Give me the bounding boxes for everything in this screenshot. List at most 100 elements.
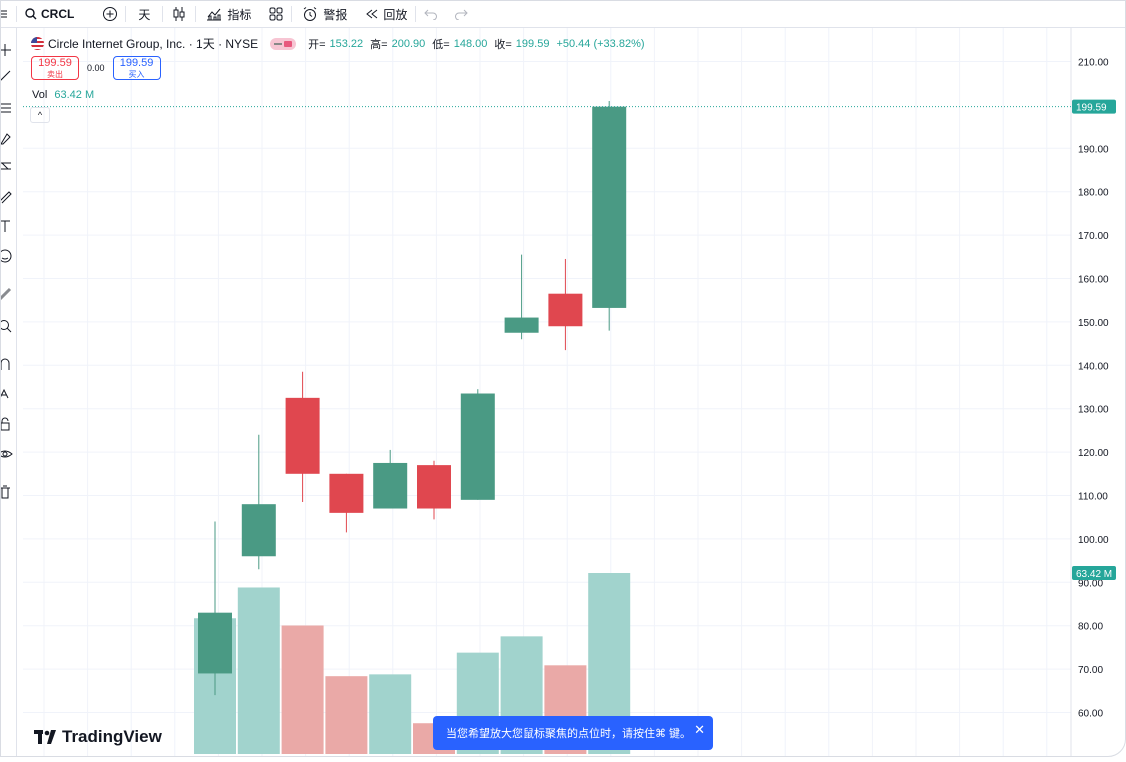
low-label: 低=: [432, 38, 450, 51]
indicators-button[interactable]: 指标: [196, 1, 261, 27]
y-tick-label: 160.00: [1078, 275, 1109, 286]
trade-buttons: 199.59 卖出 0.00 199.59 买入: [31, 56, 161, 80]
replay-label: 回放: [383, 7, 408, 22]
volume-bar: [281, 625, 324, 754]
open-value: 153.22: [329, 37, 364, 50]
divider: [125, 6, 127, 22]
candle-body: [504, 317, 539, 333]
last-price-tag: 199.59: [1076, 103, 1107, 114]
y-tick-label: 150.00: [1078, 318, 1109, 329]
volume-label: Vol: [32, 89, 48, 101]
chart-type-button[interactable]: [163, 1, 195, 27]
trash-icon[interactable]: [1, 484, 13, 500]
compare-symbol-button[interactable]: [95, 1, 125, 27]
text-tool-icon[interactable]: [1, 218, 13, 234]
lock-icon[interactable]: [1, 416, 13, 432]
spread-value: 0.00: [87, 63, 105, 73]
alert-label: 警报: [323, 7, 348, 22]
emoji-icon[interactable]: [1, 248, 13, 264]
y-tick-label: 190.00: [1078, 144, 1109, 155]
open-label: 开=: [308, 38, 326, 51]
undo-button[interactable]: [416, 1, 446, 27]
eye-icon[interactable]: [1, 446, 13, 462]
candlesticks: [198, 100, 627, 696]
volume-bar: [369, 674, 412, 754]
chevron-up-icon: ^: [37, 110, 43, 120]
candle-body: [329, 473, 364, 513]
divider: [195, 6, 197, 22]
y-tick-label: 100.00: [1078, 535, 1109, 546]
layouts-button[interactable]: [261, 1, 291, 27]
symbol-search-button[interactable]: CRCL: [17, 1, 81, 27]
search-icon: [25, 8, 37, 20]
magnet-icon[interactable]: [1, 356, 13, 372]
sell-label: 卖出: [47, 70, 63, 79]
lock-drawing-icon[interactable]: [1, 386, 13, 402]
y-tick-label: 130.00: [1078, 405, 1109, 416]
collapse-legend-button[interactable]: ^: [30, 107, 50, 123]
divider: [291, 6, 293, 22]
grid-icon: [269, 7, 283, 21]
y-tick-label: 80.00: [1078, 622, 1103, 633]
drawing-toolbar: [1, 28, 17, 756]
volume-legend: Vol 63.42 M: [32, 89, 94, 101]
candle-body: [460, 393, 495, 500]
fib-tool-icon[interactable]: [1, 100, 13, 116]
y-tick-label: 210.00: [1078, 58, 1109, 69]
market-status-icon[interactable]: [270, 37, 297, 50]
zoom-icon[interactable]: [1, 318, 13, 334]
redo-button[interactable]: [446, 1, 476, 27]
tv-logo-icon: [34, 730, 56, 744]
divider: [16, 6, 17, 22]
sell-price: 199.59: [38, 57, 72, 69]
crosshair-icon[interactable]: [1, 42, 13, 58]
indicators-label: 指标: [227, 7, 252, 22]
price-tags: 199.59 63.42 M: [1072, 99, 1116, 580]
volume-bar: [325, 676, 368, 754]
volume-tag: 63.42 M: [1076, 569, 1112, 580]
interval-button[interactable]: 天: [126, 1, 162, 27]
menu-icon[interactable]: [1, 1, 16, 27]
y-tick-label: 170.00: [1078, 231, 1109, 242]
close-icon[interactable]: ✕: [694, 722, 705, 737]
chart-legend: Circle Internet Group, Inc. · 1天 · NYSE …: [31, 35, 648, 52]
ruler-icon[interactable]: [1, 286, 13, 302]
symbol-title[interactable]: Circle Internet Group, Inc. · 1天 · NYSE: [48, 37, 259, 51]
y-tick-label: 180.00: [1078, 188, 1109, 199]
interval-label: 天: [138, 7, 151, 22]
pattern-icon[interactable]: [1, 158, 13, 174]
indicators-icon: [207, 8, 222, 21]
replay-button[interactable]: 回放: [357, 1, 415, 27]
undo-icon: [424, 9, 438, 20]
brush-icon[interactable]: [1, 130, 13, 146]
rewind-icon: [366, 9, 378, 19]
top-toolbar: CRCL 天 指标 警报 回放: [1, 1, 1125, 28]
y-tick-label: 90.00: [1078, 578, 1103, 589]
price-axis: 60.00 70.00 80.00 90.00 100.00 110.00 120.00 13…: [1070, 27, 1109, 756]
pencil-icon[interactable]: [1, 188, 13, 204]
high-label: 高=: [370, 38, 388, 51]
alert-button[interactable]: 警报: [292, 1, 357, 27]
high-value: 200.90: [391, 37, 426, 50]
candle-body: [373, 462, 408, 509]
buy-button[interactable]: 199.59 买入: [112, 56, 161, 80]
chart-grid: [23, 27, 1071, 756]
candle-body: [241, 504, 276, 557]
close-label: 收=: [494, 38, 512, 51]
tradingview-logo[interactable]: TradingView: [34, 727, 162, 747]
divider: [162, 6, 164, 22]
symbol-label: CRCL: [41, 7, 75, 21]
candle-body: [417, 465, 451, 509]
alarm-clock-icon: [304, 7, 317, 21]
trend-line-icon[interactable]: [1, 68, 13, 84]
divider: [415, 6, 417, 22]
zoom-hint-toast: 当您希望放大您鼠标聚焦的点位时，请按住⌘ 键。 ✕: [433, 716, 713, 750]
sell-button[interactable]: 199.59 卖出: [31, 56, 79, 80]
add-circle-icon: [103, 7, 118, 21]
y-tick-label: 120.00: [1078, 448, 1109, 459]
low-value: 148.00: [453, 37, 488, 50]
change-value: +50.44 (+33.82%): [556, 37, 645, 50]
buy-label: 买入: [128, 70, 145, 79]
